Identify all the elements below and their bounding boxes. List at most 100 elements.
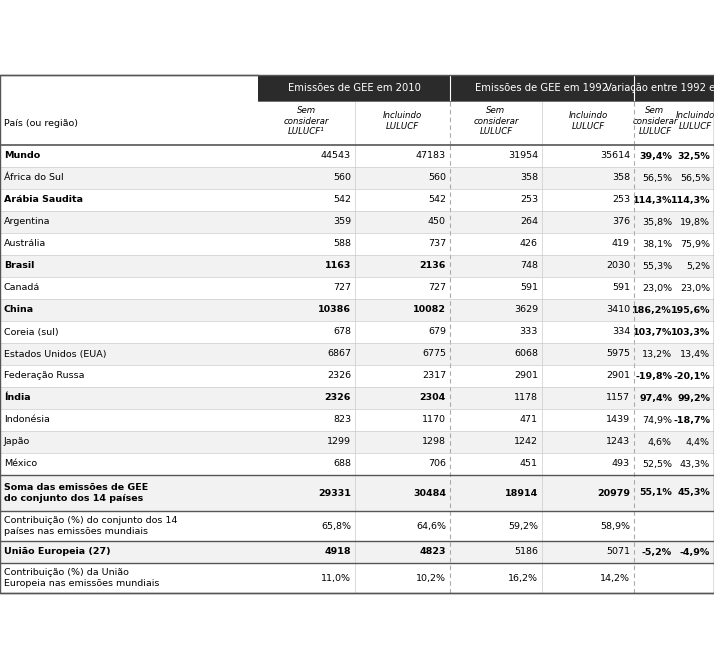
- Text: 103,7%: 103,7%: [633, 327, 672, 337]
- Text: 4823: 4823: [420, 548, 446, 556]
- Text: 591: 591: [520, 284, 538, 293]
- Text: 493: 493: [612, 459, 630, 469]
- Text: 253: 253: [520, 195, 538, 205]
- Text: 2901: 2901: [514, 371, 538, 380]
- Text: 38,1%: 38,1%: [642, 240, 672, 248]
- Bar: [0, 277, 714, 299]
- Text: 2901: 2901: [606, 371, 630, 380]
- Text: Coreia (sul): Coreia (sul): [4, 327, 59, 337]
- Text: 253: 253: [612, 195, 630, 205]
- Text: 727: 727: [333, 284, 351, 293]
- Text: 59,2%: 59,2%: [508, 521, 538, 531]
- Bar: [0, 387, 714, 409]
- Text: 35614: 35614: [600, 151, 630, 161]
- Bar: [0, 563, 714, 593]
- Text: China: China: [4, 305, 34, 315]
- Text: 1170: 1170: [422, 416, 446, 424]
- Text: 4,4%: 4,4%: [686, 438, 710, 446]
- Text: 10,2%: 10,2%: [416, 574, 446, 582]
- Text: 5975: 5975: [606, 349, 630, 359]
- Text: -18,7%: -18,7%: [673, 416, 710, 424]
- Bar: [0, 431, 714, 453]
- Bar: [0, 475, 714, 511]
- Text: 31954: 31954: [508, 151, 538, 161]
- Text: 2030: 2030: [606, 262, 630, 270]
- Text: Federação Russa: Federação Russa: [4, 371, 84, 380]
- Text: 43,3%: 43,3%: [680, 459, 710, 469]
- Text: -4,9%: -4,9%: [680, 548, 710, 556]
- Text: 47183: 47183: [416, 151, 446, 161]
- Bar: [0, 211, 714, 233]
- Text: 58,9%: 58,9%: [600, 521, 630, 531]
- Text: 20979: 20979: [597, 489, 630, 497]
- Bar: [0, 365, 714, 387]
- Text: 679: 679: [428, 327, 446, 337]
- Text: 706: 706: [428, 459, 446, 469]
- Bar: [0, 511, 714, 541]
- Text: 823: 823: [333, 416, 351, 424]
- Text: Sem
considerar
LULUCF: Sem considerar LULUCF: [633, 106, 678, 136]
- Text: 30484: 30484: [413, 489, 446, 497]
- Text: 186,2%: 186,2%: [633, 305, 672, 315]
- Text: 450: 450: [428, 218, 446, 226]
- Text: 56,5%: 56,5%: [642, 173, 672, 183]
- Text: 13,4%: 13,4%: [680, 349, 710, 359]
- Text: Canadá: Canadá: [4, 284, 40, 293]
- Text: 2304: 2304: [420, 394, 446, 402]
- Text: 591: 591: [612, 284, 630, 293]
- Bar: [0, 409, 714, 431]
- Text: Brasil: Brasil: [4, 262, 34, 270]
- Text: 97,4%: 97,4%: [639, 394, 672, 402]
- Text: Austrália: Austrália: [4, 240, 46, 248]
- Text: Contribuição (%) do conjunto dos 14
países nas emissões mundiais: Contribuição (%) do conjunto dos 14 país…: [4, 516, 177, 536]
- Text: 560: 560: [333, 173, 351, 183]
- Text: 542: 542: [333, 195, 351, 205]
- Text: 16,2%: 16,2%: [508, 574, 538, 582]
- Bar: [0, 75, 714, 593]
- Text: 99,2%: 99,2%: [677, 394, 710, 402]
- Text: Contribuição (%) da União
Europeia nas emissões mundiais: Contribuição (%) da União Europeia nas e…: [4, 568, 159, 588]
- Text: 333: 333: [520, 327, 538, 337]
- Bar: [0, 145, 714, 167]
- Text: 35,8%: 35,8%: [642, 218, 672, 226]
- Text: 1439: 1439: [606, 416, 630, 424]
- Text: 29331: 29331: [318, 489, 351, 497]
- Text: 45,3%: 45,3%: [678, 489, 710, 497]
- Text: Argentina: Argentina: [4, 218, 51, 226]
- Text: 10386: 10386: [318, 305, 351, 315]
- Text: Incluindo
LULUCF: Incluindo LULUCF: [675, 111, 714, 131]
- Text: 32,5%: 32,5%: [678, 151, 710, 161]
- Text: 1299: 1299: [327, 438, 351, 446]
- Text: 195,6%: 195,6%: [670, 305, 710, 315]
- Bar: [0, 299, 714, 321]
- Text: 2326: 2326: [325, 394, 351, 402]
- Text: México: México: [4, 459, 37, 469]
- Text: 1178: 1178: [514, 394, 538, 402]
- Text: 39,4%: 39,4%: [639, 151, 672, 161]
- Text: 114,3%: 114,3%: [670, 195, 710, 205]
- Text: 64,6%: 64,6%: [416, 521, 446, 531]
- Text: 2136: 2136: [420, 262, 446, 270]
- Text: 10082: 10082: [413, 305, 446, 315]
- Text: 5186: 5186: [514, 548, 538, 556]
- Text: 376: 376: [612, 218, 630, 226]
- Text: 358: 358: [612, 173, 630, 183]
- Text: 23,0%: 23,0%: [680, 284, 710, 293]
- Text: 4918: 4918: [324, 548, 351, 556]
- Text: 114,3%: 114,3%: [633, 195, 672, 205]
- Bar: [0, 321, 714, 343]
- Text: 6775: 6775: [422, 349, 446, 359]
- Bar: [0, 453, 714, 475]
- Text: Índia: Índia: [4, 394, 31, 402]
- Bar: [0, 255, 714, 277]
- Text: 1157: 1157: [606, 394, 630, 402]
- Bar: [0, 167, 714, 189]
- Text: 1243: 1243: [606, 438, 630, 446]
- Text: 264: 264: [520, 218, 538, 226]
- Text: 103,3%: 103,3%: [670, 327, 710, 337]
- Text: 5071: 5071: [606, 548, 630, 556]
- Text: 74,9%: 74,9%: [642, 416, 672, 424]
- Text: 55,1%: 55,1%: [639, 489, 672, 497]
- Text: 56,5%: 56,5%: [680, 173, 710, 183]
- Text: 23,0%: 23,0%: [642, 284, 672, 293]
